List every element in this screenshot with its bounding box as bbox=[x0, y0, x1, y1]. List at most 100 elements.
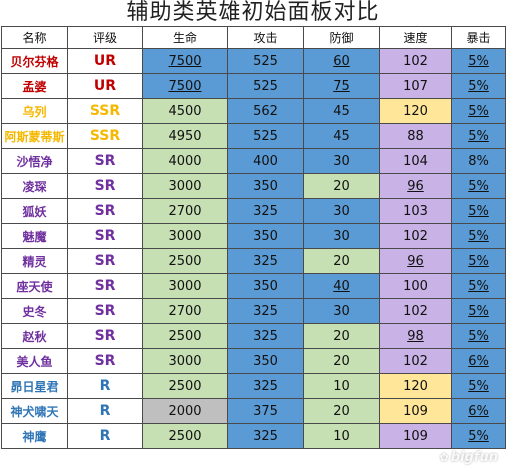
cell-hp: 3000 bbox=[142, 273, 228, 299]
cell-defense: 20 bbox=[303, 248, 380, 274]
cell-speed: 96 bbox=[379, 173, 452, 199]
table-row: 狐妖 SR 2700 325 30 103 5% bbox=[1, 198, 506, 224]
table-row: 神鹰 R 2500 325 10 109 5% bbox=[1, 423, 506, 449]
cell-attack: 350 bbox=[227, 223, 304, 249]
cell-attack: 325 bbox=[227, 373, 304, 399]
cell-speed: 102 bbox=[379, 298, 452, 324]
cell-grade: R bbox=[67, 373, 143, 399]
cell-hp: 2000 bbox=[142, 398, 228, 424]
cell-name: 美人鱼 bbox=[1, 348, 68, 374]
table-row: 美人鱼 SR 3000 350 20 102 6% bbox=[1, 348, 506, 374]
cell-crit: 5% bbox=[451, 173, 506, 199]
cell-crit: 6% bbox=[451, 398, 506, 424]
table-row: 座天使 SR 3000 350 40 100 5% bbox=[1, 273, 506, 299]
cell-name: 阿斯蒙蒂斯 bbox=[1, 123, 68, 149]
cell-defense: 10 bbox=[303, 423, 380, 449]
cell-hp: 3000 bbox=[142, 348, 228, 374]
cell-crit: 5% bbox=[451, 98, 506, 124]
cell-attack: 375 bbox=[227, 398, 304, 424]
table-row: 乌列 SSR 4500 562 45 120 5% bbox=[1, 98, 506, 124]
cell-crit: 5% bbox=[451, 73, 506, 99]
cell-speed: 88 bbox=[379, 123, 452, 149]
cell-attack: 325 bbox=[227, 323, 304, 349]
cell-attack: 325 bbox=[227, 298, 304, 324]
cell-name: 沙悟净 bbox=[1, 148, 68, 174]
cell-name: 昴日星君 bbox=[1, 373, 68, 399]
cell-crit: 5% bbox=[451, 323, 506, 349]
cell-hp: 2500 bbox=[142, 373, 228, 399]
header-attack: 攻击 bbox=[227, 26, 304, 49]
table-row: 沙悟净 SR 4000 400 30 104 8% bbox=[1, 148, 506, 174]
cell-name: 孟婆 bbox=[1, 73, 68, 99]
table-row: 阿斯蒙蒂斯 SSR 4950 525 45 88 5% bbox=[1, 123, 506, 149]
cell-hp: 2700 bbox=[142, 298, 228, 324]
cell-grade: SR bbox=[67, 173, 143, 199]
cell-speed: 100 bbox=[379, 273, 452, 299]
cell-hp: 2500 bbox=[142, 323, 228, 349]
bigfun-watermark: ✿ bigfun bbox=[440, 450, 498, 465]
cell-hp: 7500 bbox=[142, 48, 228, 74]
header-defense: 防御 bbox=[303, 26, 380, 49]
cell-hp: 2500 bbox=[142, 423, 228, 449]
cell-defense: 30 bbox=[303, 148, 380, 174]
cell-speed: 102 bbox=[379, 223, 452, 249]
table-row: 凌琛 SR 3000 350 20 96 5% bbox=[1, 173, 506, 199]
cell-hp: 3000 bbox=[142, 223, 228, 249]
cell-defense: 10 bbox=[303, 373, 380, 399]
cell-speed: 103 bbox=[379, 198, 452, 224]
table-row: 贝尔芬格 UR 7500 525 60 102 5% bbox=[1, 48, 506, 74]
cell-name: 神犬啸天 bbox=[1, 398, 68, 424]
cell-hp: 2500 bbox=[142, 248, 228, 274]
cell-name: 狐妖 bbox=[1, 198, 68, 224]
cell-defense: 30 bbox=[303, 223, 380, 249]
cell-grade: UR bbox=[67, 73, 143, 99]
table-row: 孟婆 UR 7500 525 75 107 5% bbox=[1, 73, 506, 99]
cell-defense: 45 bbox=[303, 98, 380, 124]
cell-grade: SR bbox=[67, 248, 143, 274]
cell-crit: 5% bbox=[451, 198, 506, 224]
cell-grade: R bbox=[67, 398, 143, 424]
header-grade: 评级 bbox=[67, 26, 143, 49]
header-name: 名称 bbox=[1, 26, 68, 49]
table-row: 魅魔 SR 3000 350 30 102 5% bbox=[1, 223, 506, 249]
table-row: 神犬啸天 R 2000 375 20 109 6% bbox=[1, 398, 506, 424]
table-row: 精灵 SR 2500 325 20 96 5% bbox=[1, 248, 506, 274]
cell-attack: 325 bbox=[227, 423, 304, 449]
cell-defense: 30 bbox=[303, 298, 380, 324]
cell-hp: 4950 bbox=[142, 123, 228, 149]
cell-crit: 5% bbox=[451, 248, 506, 274]
cell-attack: 350 bbox=[227, 173, 304, 199]
header-row: 名称 评级 生命 攻击 防御 速度 暴击 bbox=[1, 26, 506, 49]
cell-speed: 102 bbox=[379, 48, 452, 74]
cell-name: 乌列 bbox=[1, 98, 68, 124]
cell-attack: 325 bbox=[227, 198, 304, 224]
cell-grade: SR bbox=[67, 223, 143, 249]
cell-grade: SR bbox=[67, 348, 143, 374]
cell-grade: SR bbox=[67, 198, 143, 224]
cell-hp: 4500 bbox=[142, 98, 228, 124]
cell-crit: 8% bbox=[451, 148, 506, 174]
cell-crit: 5% bbox=[451, 298, 506, 324]
cell-grade: SSR bbox=[67, 98, 143, 124]
cell-grade: UR bbox=[67, 48, 143, 74]
cell-name: 史冬 bbox=[1, 298, 68, 324]
cell-grade: SSR bbox=[67, 123, 143, 149]
cell-attack: 525 bbox=[227, 123, 304, 149]
cell-defense: 75 bbox=[303, 73, 380, 99]
cell-name: 座天使 bbox=[1, 273, 68, 299]
cell-speed: 98 bbox=[379, 323, 452, 349]
cell-name: 魅魔 bbox=[1, 223, 68, 249]
header-hp: 生命 bbox=[142, 26, 228, 49]
cell-defense: 30 bbox=[303, 198, 380, 224]
cell-attack: 400 bbox=[227, 148, 304, 174]
table-row: 赵秋 SR 2500 325 20 98 5% bbox=[1, 323, 506, 349]
cell-attack: 325 bbox=[227, 248, 304, 274]
cell-hp: 4000 bbox=[142, 148, 228, 174]
cell-name: 赵秋 bbox=[1, 323, 68, 349]
watermark-text: bigfun bbox=[450, 450, 498, 465]
cell-defense: 40 bbox=[303, 273, 380, 299]
header-speed: 速度 bbox=[379, 26, 452, 49]
cell-defense: 20 bbox=[303, 348, 380, 374]
header-crit: 暴击 bbox=[451, 26, 506, 49]
